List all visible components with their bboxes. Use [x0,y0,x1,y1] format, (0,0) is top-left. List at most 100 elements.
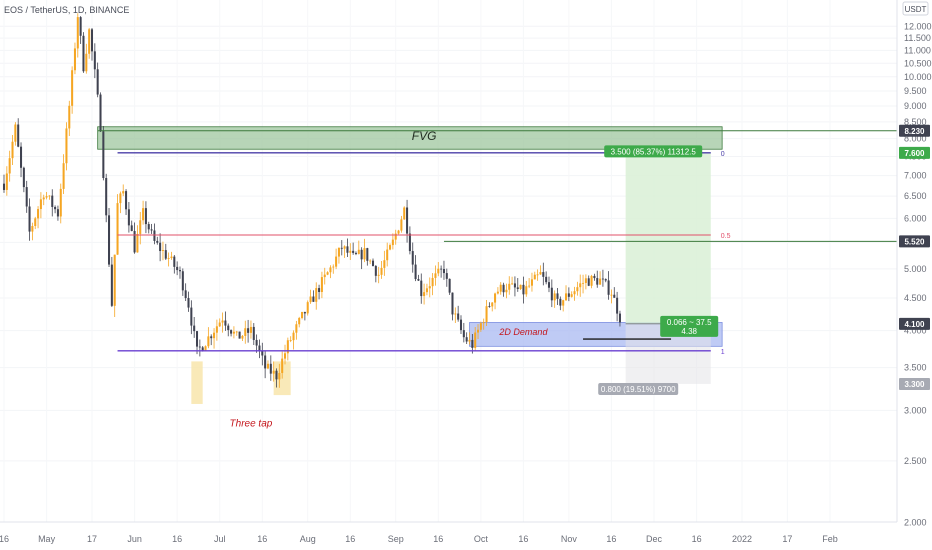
candle-body [230,330,233,334]
candle-body [116,203,119,255]
risk-reward-label-line2: 4.38 [681,327,697,336]
candle-body [394,233,397,240]
candle-body [164,250,167,259]
candle-body [337,247,340,257]
y-tick-label: 5.000 [904,264,927,274]
candle-body [448,278,451,293]
candle-body [485,306,488,322]
candle-body [528,285,531,287]
candle-body [607,280,610,295]
fvg-zone-label: FVG [412,129,437,143]
y-tick-label: 8.000 [904,134,927,144]
candle-body [292,332,295,341]
candle-body [343,246,346,249]
candle-body [477,329,480,333]
y-tick-label: 11.500 [904,33,931,43]
candle-body [96,69,99,95]
candle-body [130,225,133,231]
candle-body [48,195,51,197]
price-label-bg [899,124,930,137]
time-axis[interactable] [0,522,897,550]
candle-body [550,287,553,301]
candle-body [147,224,150,230]
price-axis[interactable] [897,0,932,550]
risk-reward-label-line1: 0.066 ~ 37.5 [667,318,712,327]
candle-body [207,336,210,347]
candle-body [522,284,525,295]
candle-body [377,274,380,276]
candle-body [616,297,619,314]
candle-body [459,319,463,331]
candle-body [301,311,304,319]
candle-body [593,275,596,279]
candle-body [428,286,431,289]
currency-unit-button[interactable]: USDT [902,1,929,16]
x-tick-label: 16 [433,534,443,544]
levels-layer: 00.51 [97,130,897,356]
candle-body [102,131,105,179]
candle-body [247,328,250,333]
candle-body [556,293,559,299]
candle-body [389,245,392,250]
time-axis-ticks: 16 May 17 Jun 16 Jul 16 Aug 16 Sep 16 Oct 16 Nov 16 Dec… [0,534,838,544]
candle-body [547,282,551,288]
candle-body [610,294,613,296]
candle-body [511,283,514,285]
candle-body [65,128,68,164]
candle-body [386,249,389,261]
candle-body [82,35,85,72]
candle-body [39,199,42,210]
candle-body [423,292,426,297]
candle-body [5,173,8,190]
candle-body [190,307,193,326]
candle-body [108,215,111,265]
candle-body [218,322,221,327]
candle-body [56,209,59,217]
candle-body [440,268,443,270]
candle-body [587,278,590,286]
candle-body [542,272,545,277]
candle-body [502,284,505,293]
candle-body [513,283,516,288]
candle-body [119,193,122,204]
candle-body [318,288,321,292]
candle-body [244,328,247,336]
candle-body [238,331,241,339]
candle-body [215,326,218,333]
candle-body [309,296,312,303]
candle-body [567,293,570,297]
candle-body [221,320,224,323]
x-tick-label: 16 [518,534,528,544]
x-tick-label: 17 [782,534,792,544]
price-label: 4.100 [904,320,925,329]
x-tick-label: Jun [127,534,142,544]
candle-body [471,339,474,348]
candle-body [332,266,335,268]
x-tick-label: Oct [474,534,489,544]
candle-body [45,196,48,198]
candle-body [369,260,372,262]
candle-body [156,240,159,243]
y-tick-label: 6.500 [904,191,927,201]
x-tick-label: 16 [692,534,702,544]
candle-body [173,256,176,267]
candle-body [516,287,519,289]
candle-body [599,278,602,285]
candle-body [584,278,587,283]
candle-body [451,292,454,315]
y-tick-label: 9.000 [904,101,927,111]
candle-body [71,70,74,106]
candle-body [142,208,145,221]
candle-body [90,29,94,52]
candle-body [323,274,326,278]
candle-body [406,207,409,234]
candle-body [54,206,57,210]
y-tick-label: 2.000 [904,518,927,528]
candle-body [596,278,599,285]
price-label: 7.600 [904,149,925,158]
candle-body [579,283,582,288]
plot-area[interactable] [0,0,897,522]
x-tick-label: 16 [0,534,9,544]
candle-body [201,347,204,351]
